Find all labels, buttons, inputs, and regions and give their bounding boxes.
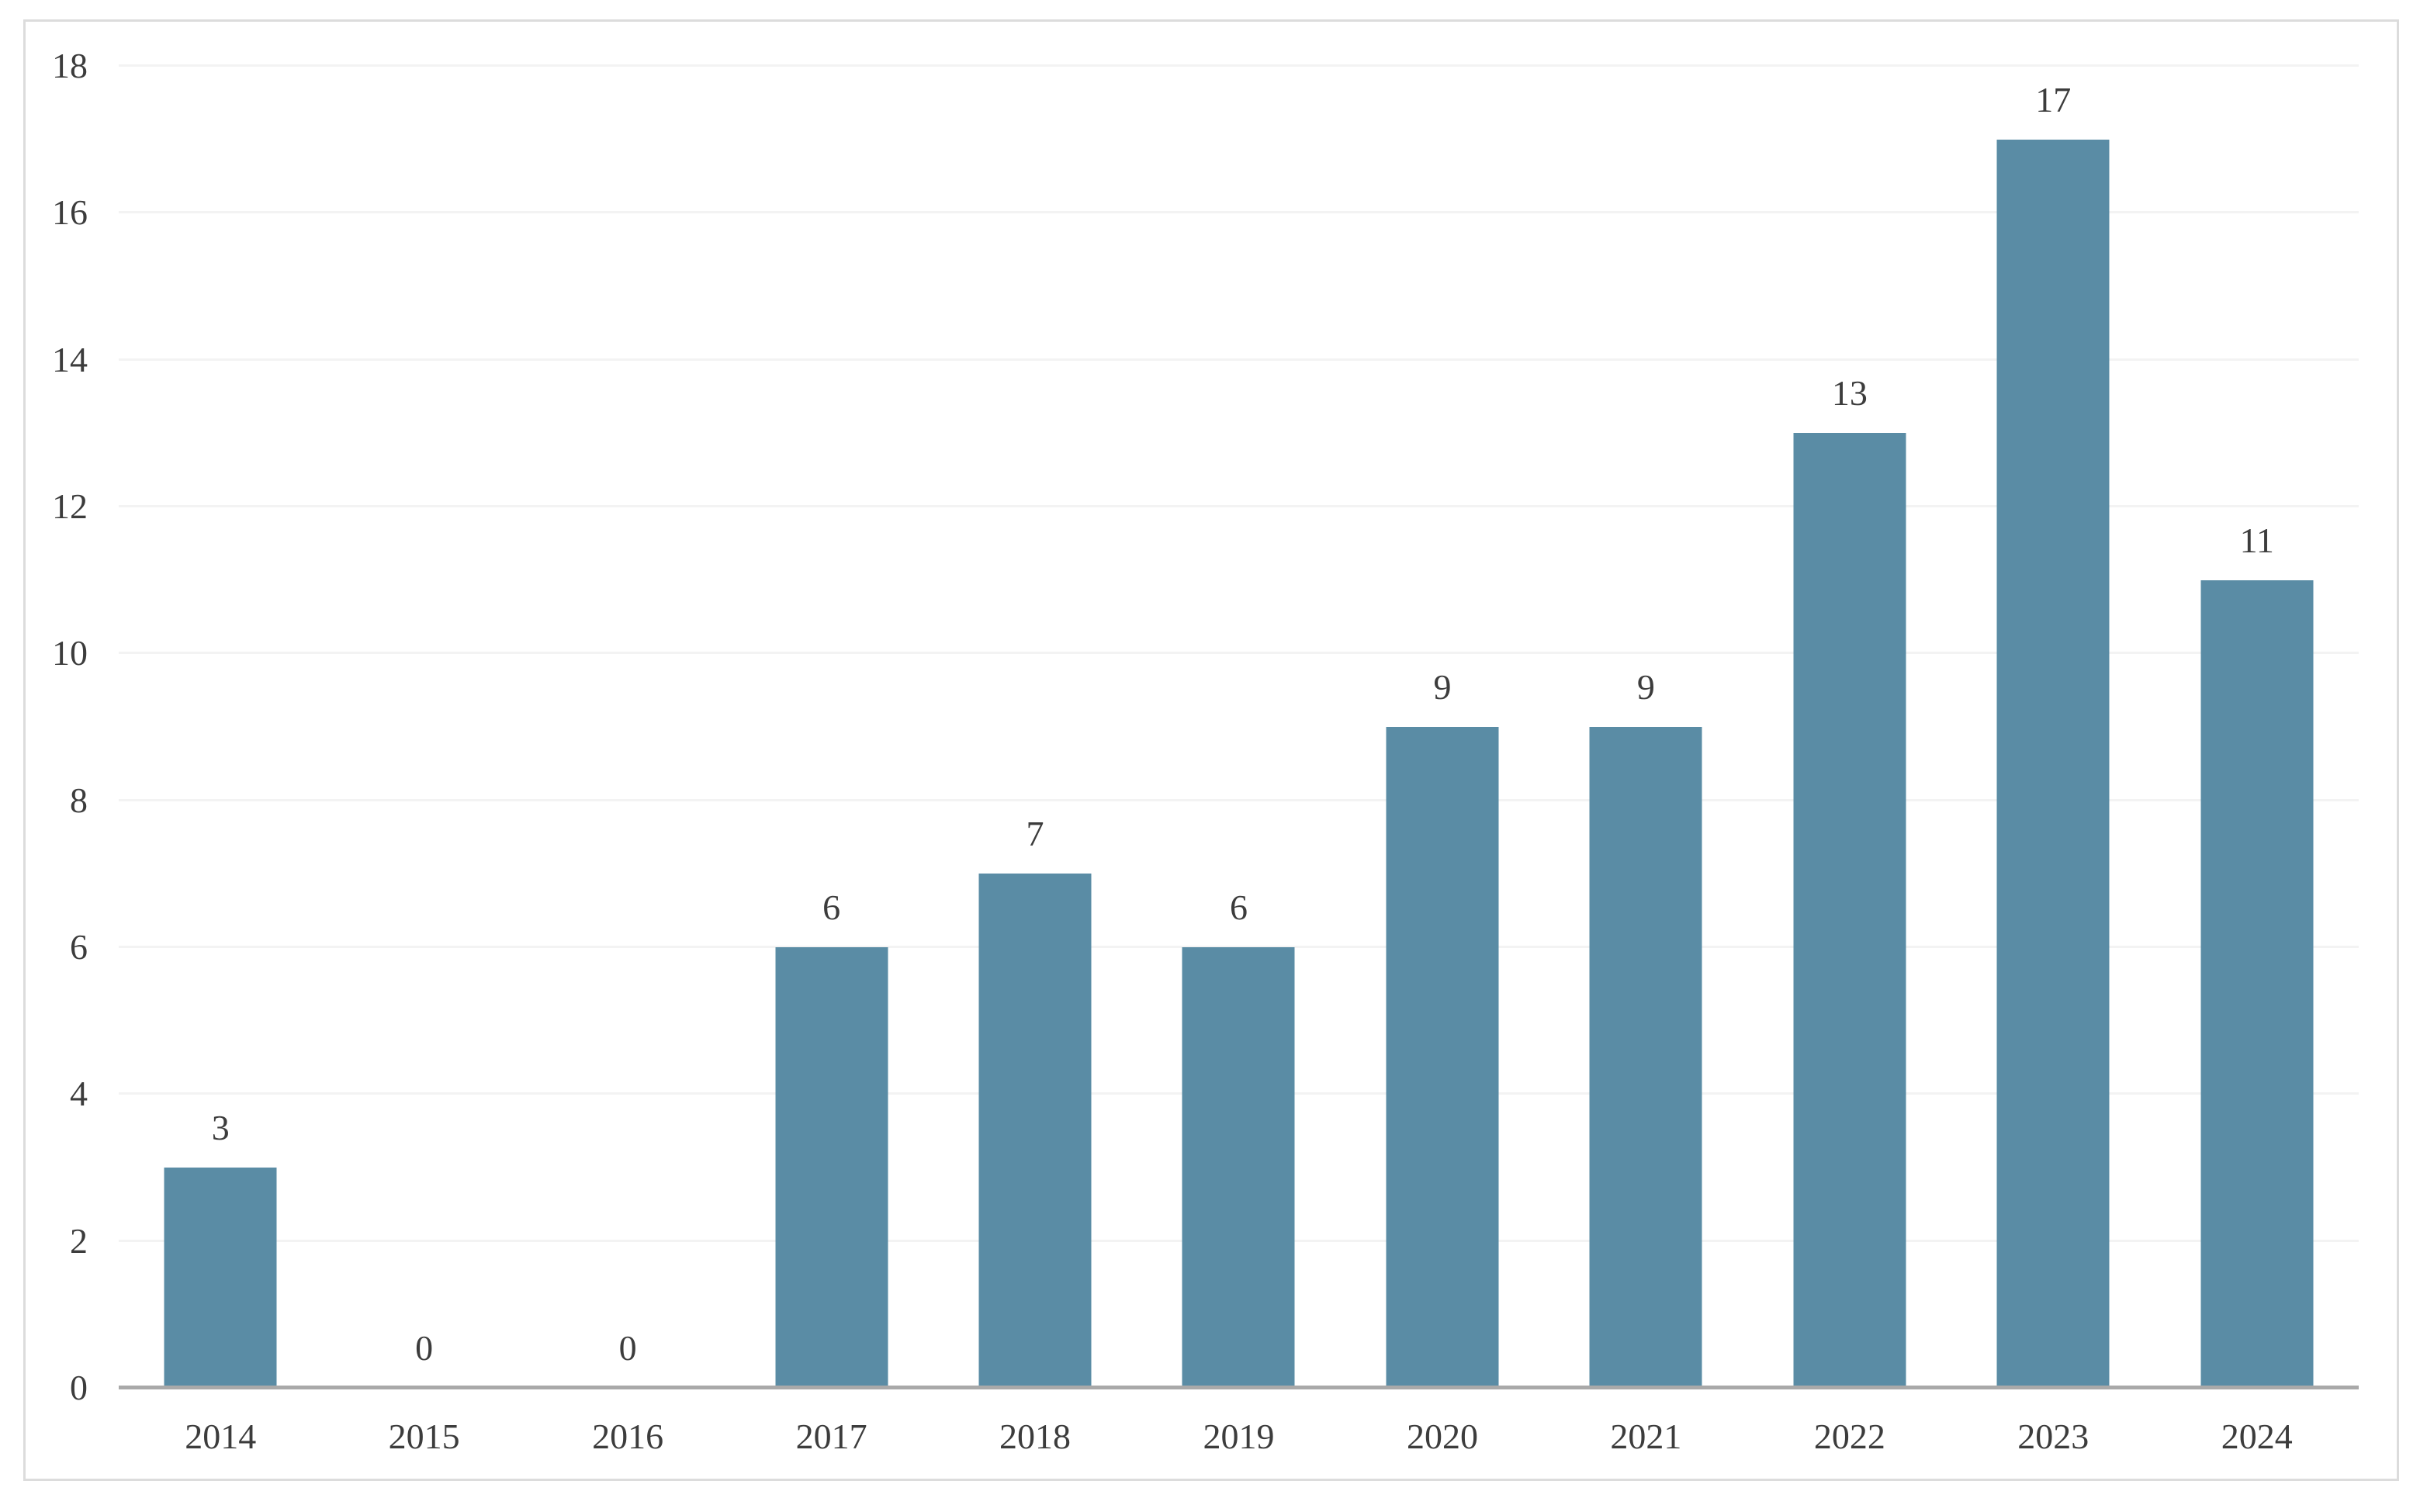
- y-tick-label: 8: [70, 780, 88, 820]
- bar-2020: [1386, 727, 1499, 1388]
- y-tick-label: 2: [70, 1220, 88, 1261]
- y-tick-label: 0: [70, 1368, 88, 1407]
- x-tick-label: 2016: [592, 1417, 664, 1456]
- bar-value-label: 13: [1831, 373, 1868, 413]
- bar-2023: [1996, 139, 2110, 1388]
- bar-value-label: 0: [618, 1328, 637, 1368]
- y-tick-label: 16: [52, 192, 88, 233]
- gridline-y-6: [119, 946, 2359, 949]
- bar-value-label: 7: [1026, 814, 1044, 854]
- bar-2021: [1589, 727, 1702, 1388]
- y-tick-label: 10: [52, 633, 88, 673]
- bar-slot-2015: 0 2015: [322, 66, 525, 1455]
- bar-slot-2018: 7 2018: [933, 66, 1137, 1455]
- bar-slot-2023: 17 2023: [1951, 66, 2155, 1455]
- x-tick-label: 2014: [185, 1417, 257, 1456]
- bar-value-label: 9: [1636, 667, 1655, 707]
- gridline-y-14: [119, 358, 2359, 361]
- plot-area: 3 2014 0 2015 0 2016 6 2017 7 2018 6 2019 9 2020 9 2021…: [52, 48, 2359, 1455]
- x-axis-line: [119, 1386, 2359, 1389]
- y-tick-label: 14: [52, 339, 88, 379]
- bar-2017: [775, 947, 888, 1388]
- y-tick-label: 4: [70, 1074, 88, 1114]
- bar-value-label: 6: [822, 887, 841, 928]
- bar-slot-2014: 3 2014: [119, 66, 322, 1455]
- y-tick-label: 18: [52, 46, 88, 85]
- bar-2018: [978, 874, 1092, 1388]
- y-tick-label: 6: [70, 927, 88, 967]
- x-tick-label: 2019: [1203, 1417, 1275, 1456]
- x-tick-label: 2018: [999, 1417, 1072, 1456]
- x-tick-label: 2022: [1813, 1417, 1885, 1456]
- bar-slot-2019: 6 2019: [1137, 66, 1340, 1455]
- bar-slot-2020: 9 2020: [1341, 66, 1544, 1455]
- bar-value-label: 11: [2239, 520, 2274, 560]
- bar-value-label: 3: [211, 1108, 230, 1148]
- bar-slot-2024: 11 2024: [2155, 66, 2359, 1455]
- x-tick-label: 2017: [795, 1417, 867, 1456]
- gridline-y-16: [119, 211, 2359, 214]
- bar-2024: [2200, 580, 2314, 1388]
- bar-value-label: 6: [1229, 887, 1248, 928]
- x-tick-label: 2021: [1610, 1417, 1682, 1456]
- bar-2022: [1793, 433, 1906, 1388]
- bar-slot-2022: 13 2022: [1748, 66, 1951, 1455]
- gridline-y-8: [119, 798, 2359, 801]
- x-tick-label: 2020: [1406, 1417, 1478, 1456]
- x-tick-label: 2024: [2221, 1417, 2293, 1456]
- x-tick-label: 2023: [2017, 1417, 2089, 1456]
- gridline-y-12: [119, 505, 2359, 508]
- gridline-y-18: [119, 64, 2359, 67]
- gridline-y-10: [119, 652, 2359, 655]
- bar-value-label: 0: [415, 1328, 434, 1368]
- bar-2019: [1182, 947, 1295, 1388]
- bars-row: 3 2014 0 2015 0 2016 6 2017 7 2018 6 2019 9 2020 9 2021…: [119, 66, 2359, 1455]
- bar-value-label: 17: [2035, 79, 2072, 119]
- bar-2014: [164, 1168, 277, 1388]
- y-tick-label: 12: [52, 486, 88, 527]
- bar-chart-frame: 3 2014 0 2015 0 2016 6 2017 7 2018 6 2019 9 2020 9 2021…: [23, 19, 2399, 1481]
- bar-slot-2016: 0 2016: [526, 66, 729, 1455]
- bar-slot-2021: 9 2021: [1544, 66, 1747, 1455]
- bar-value-label: 9: [1433, 667, 1452, 707]
- x-tick-label: 2015: [388, 1417, 460, 1456]
- bar-slot-2017: 6 2017: [729, 66, 933, 1455]
